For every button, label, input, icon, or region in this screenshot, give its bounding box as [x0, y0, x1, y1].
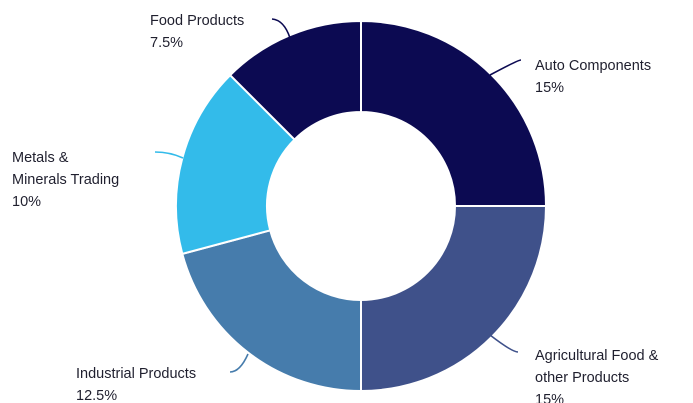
leader-line [489, 59, 522, 76]
slice-label: Metals & Minerals Trading 10% [12, 150, 119, 210]
slice-value-label: 15% [535, 392, 564, 403]
slice-label: Food Products 7.5% [150, 13, 244, 51]
donut-slice [360, 205, 548, 393]
donut-slices [175, 19, 548, 393]
slice-category-label: other Products [535, 370, 629, 386]
slice-value-label: 12.5% [76, 388, 117, 403]
slice-label: Auto Components 15% [535, 58, 651, 96]
slice-label: Agricultural Food & other Products 15% [535, 348, 659, 403]
slice-label: Industrial Products 12.5% [76, 366, 196, 403]
leader-line [229, 353, 249, 373]
slice-value-label: 15% [535, 80, 564, 96]
donut-slice [360, 19, 548, 207]
slice-category-label: Food Products [150, 13, 244, 29]
donut-slice [228, 19, 362, 141]
donut-slice [175, 73, 296, 256]
slice-category-label: Minerals Trading [12, 172, 119, 188]
slice-category-label: Agricultural Food & [535, 348, 659, 364]
leader-line [154, 151, 184, 159]
leader-lines [154, 18, 522, 373]
slice-category-label: Metals & [12, 150, 69, 166]
leader-line [489, 334, 519, 353]
leader-line [271, 18, 291, 39]
slice-value-label: 10% [12, 194, 41, 210]
slice-category-label: Industrial Products [76, 366, 196, 382]
slice-category-label: Auto Components [535, 58, 651, 74]
donut-slice [181, 229, 362, 393]
slice-value-label: 7.5% [150, 35, 183, 51]
slice-labels: Auto Components 15% Agricultural Food & oth… [12, 13, 659, 403]
